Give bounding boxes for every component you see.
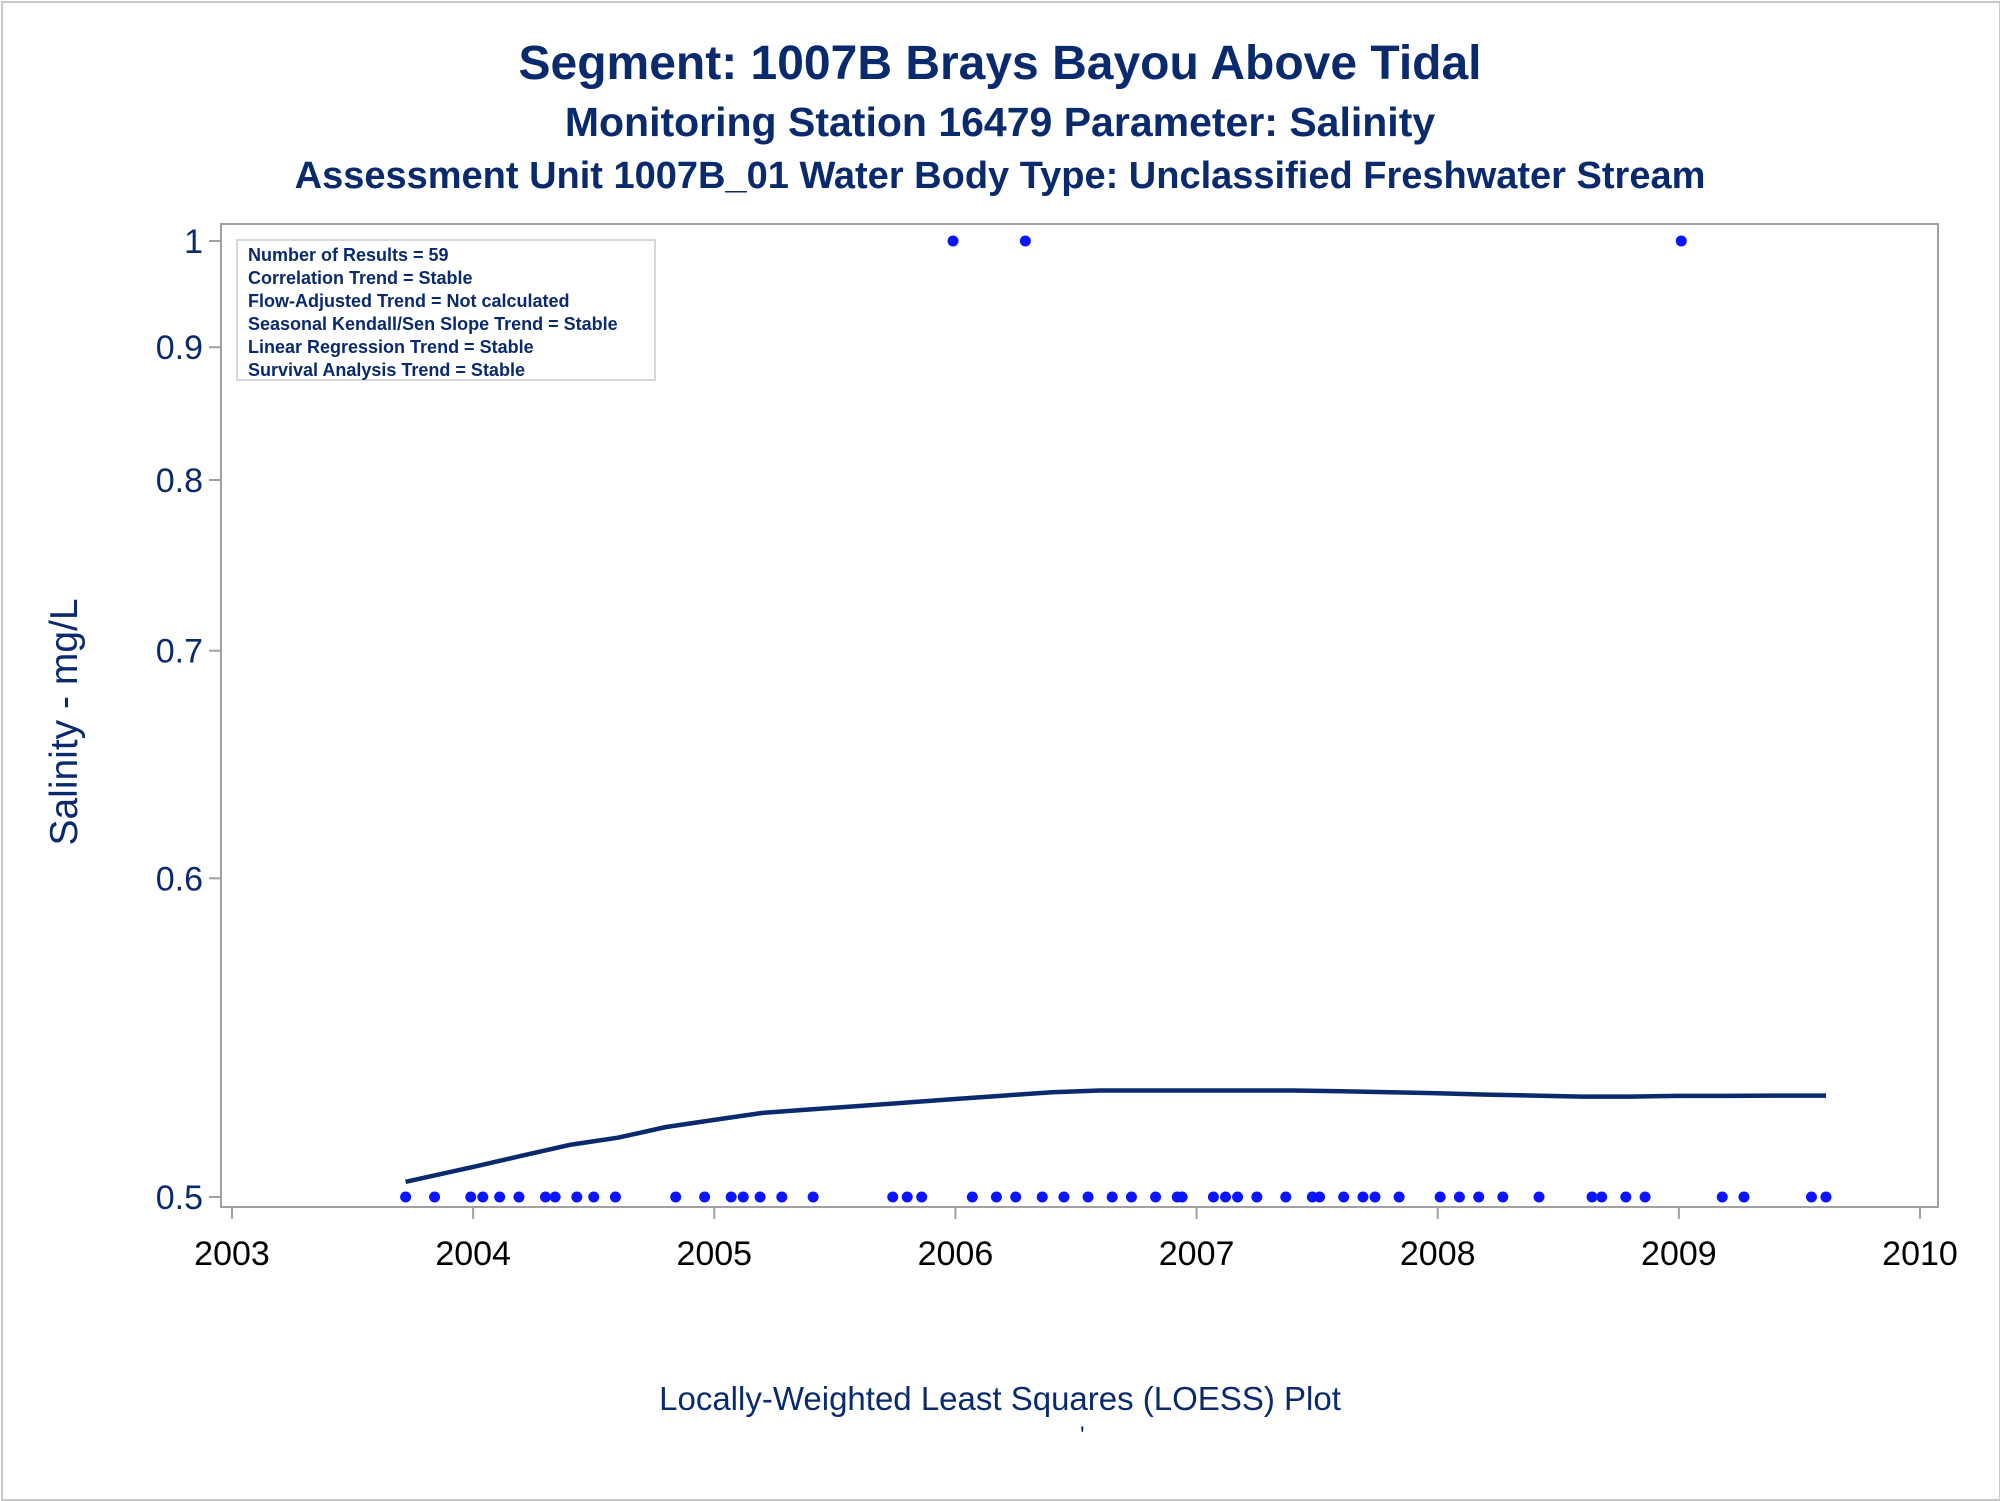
data-point — [539, 1191, 551, 1203]
data-point — [725, 1191, 737, 1203]
y-tick-label: 1 — [184, 223, 203, 261]
data-point — [1497, 1191, 1509, 1203]
x-tick-label: 2009 — [1641, 1235, 1717, 1273]
data-point — [1036, 1191, 1048, 1203]
data-point — [1533, 1191, 1545, 1203]
data-point — [477, 1191, 489, 1203]
x-tick-label: 2006 — [918, 1235, 994, 1273]
chart-subtitle: Monitoring Station 16479 Parameter: Sali… — [564, 99, 1436, 145]
x-tick-label: 2004 — [435, 1235, 511, 1273]
data-point — [1596, 1191, 1608, 1203]
x-tick-label: 2005 — [676, 1235, 752, 1273]
data-point — [1150, 1191, 1162, 1203]
data-point — [400, 1191, 412, 1203]
x-tick-label: 2008 — [1400, 1235, 1476, 1273]
y-tick-label: 0.7 — [156, 633, 203, 671]
data-point — [1369, 1191, 1381, 1203]
data-point — [1393, 1191, 1405, 1203]
stat-flow-adjusted-trend: Flow-Adjusted Trend = Not calculated — [248, 291, 570, 311]
data-point — [1620, 1191, 1632, 1203]
data-point — [494, 1191, 506, 1203]
stat-correlation-trend: Correlation Trend = Stable — [248, 268, 473, 288]
data-point — [1314, 1191, 1326, 1203]
data-point — [1010, 1191, 1022, 1203]
data-point — [1125, 1191, 1137, 1203]
x-tick-label: 2003 — [194, 1235, 270, 1273]
data-point — [571, 1191, 583, 1203]
chart-subtitle-2: Assessment Unit 1007B_01 Water Body Type… — [294, 155, 1706, 197]
data-point — [699, 1191, 711, 1203]
data-point — [887, 1191, 899, 1203]
data-point — [1176, 1191, 1188, 1203]
footnote: Locally-Weighted Least Squares (LOESS) P… — [659, 1380, 1341, 1417]
data-point — [990, 1191, 1002, 1203]
footnote-mark: ' — [1080, 1422, 1085, 1449]
stat-survival-analysis-trend: Survival Analysis Trend = Stable — [248, 360, 525, 380]
y-tick-label: 0.8 — [156, 462, 203, 500]
data-point — [737, 1191, 749, 1203]
data-point — [1082, 1191, 1094, 1203]
x-tick-label: 2010 — [1882, 1235, 1958, 1273]
plot-area-border — [220, 223, 1939, 1208]
stats-legend-box: Number of Results = 59 Correlation Trend… — [236, 239, 656, 381]
chart-title: Segment: 1007B Brays Bayou Above Tidal — [518, 37, 1482, 90]
data-point — [1820, 1191, 1832, 1203]
y-tick-label: 0.5 — [156, 1179, 203, 1217]
data-point — [1058, 1191, 1070, 1203]
data-point — [776, 1191, 788, 1203]
data-point — [1473, 1191, 1485, 1203]
data-point — [1586, 1191, 1598, 1203]
data-point — [549, 1191, 561, 1203]
data-point — [513, 1191, 525, 1203]
data-point — [1207, 1191, 1219, 1203]
data-point — [1280, 1191, 1292, 1203]
stat-seasonal-kendall-trend: Seasonal Kendall/Sen Slope Trend = Stabl… — [248, 314, 618, 334]
data-point — [1716, 1191, 1728, 1203]
data-point — [1106, 1191, 1118, 1203]
data-point — [1434, 1191, 1446, 1203]
data-point — [1453, 1191, 1465, 1203]
data-point — [1220, 1191, 1232, 1203]
stat-number-of-results: Number of Results = 59 — [248, 245, 449, 265]
data-point — [1675, 235, 1687, 247]
data-point — [1251, 1191, 1263, 1203]
data-point — [670, 1191, 682, 1203]
stat-linear-regression-trend: Linear Regression Trend = Stable — [248, 337, 534, 357]
data-point — [1232, 1191, 1244, 1203]
x-tick-label: 2007 — [1159, 1235, 1235, 1273]
data-point — [901, 1191, 913, 1203]
data-point — [1357, 1191, 1369, 1203]
data-point — [1338, 1191, 1350, 1203]
data-point — [966, 1191, 978, 1203]
data-point — [754, 1191, 766, 1203]
data-point — [947, 235, 959, 247]
data-point — [609, 1191, 621, 1203]
data-point — [1019, 235, 1031, 247]
data-point — [807, 1191, 819, 1203]
data-point — [429, 1191, 441, 1203]
loess-line — [405, 1088, 1826, 1184]
data-point — [465, 1191, 477, 1203]
data-point — [1805, 1191, 1817, 1203]
data-point — [1639, 1191, 1651, 1203]
y-tick-label: 0.9 — [156, 329, 203, 367]
y-tick-label: 0.6 — [156, 860, 203, 898]
data-point — [1738, 1191, 1750, 1203]
data-point — [916, 1191, 928, 1203]
data-point — [588, 1191, 600, 1203]
y-axis-label: Salinity - mg/L — [43, 598, 86, 846]
